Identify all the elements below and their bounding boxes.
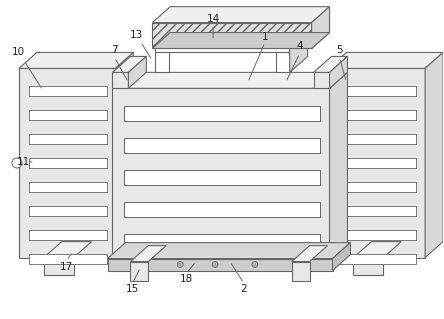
Text: 1: 1 — [262, 32, 268, 41]
Bar — [338, 254, 416, 263]
Polygon shape — [353, 257, 383, 276]
Polygon shape — [152, 7, 329, 23]
Polygon shape — [292, 246, 328, 262]
Bar — [124, 170, 320, 185]
Circle shape — [252, 262, 258, 268]
Text: 13: 13 — [130, 30, 143, 40]
Bar — [338, 158, 416, 168]
Bar — [124, 106, 320, 121]
Polygon shape — [44, 241, 91, 257]
Bar — [29, 158, 107, 168]
Polygon shape — [152, 23, 312, 48]
Text: 11: 11 — [17, 157, 31, 167]
Bar — [338, 230, 416, 240]
Bar — [124, 202, 320, 217]
Bar — [29, 134, 107, 144]
Polygon shape — [19, 68, 115, 257]
Bar — [338, 86, 416, 96]
Bar — [29, 182, 107, 192]
Polygon shape — [313, 72, 329, 88]
Circle shape — [212, 262, 218, 268]
Polygon shape — [292, 262, 309, 281]
Text: 5: 5 — [336, 46, 343, 56]
Polygon shape — [329, 68, 425, 257]
Polygon shape — [44, 257, 74, 276]
Bar — [29, 230, 107, 240]
Text: 4: 4 — [296, 41, 303, 51]
Bar — [155, 39, 289, 52]
Text: 15: 15 — [126, 285, 139, 294]
Polygon shape — [19, 52, 133, 68]
Polygon shape — [155, 23, 308, 39]
Bar — [124, 234, 320, 249]
Circle shape — [177, 262, 183, 268]
Polygon shape — [425, 52, 443, 257]
Bar — [338, 110, 416, 120]
Polygon shape — [329, 56, 348, 88]
Text: 7: 7 — [111, 46, 118, 56]
Polygon shape — [107, 259, 333, 271]
Polygon shape — [155, 41, 169, 72]
Bar — [29, 86, 107, 96]
Polygon shape — [155, 39, 289, 41]
Polygon shape — [112, 72, 128, 88]
Polygon shape — [131, 262, 148, 281]
Polygon shape — [112, 88, 329, 262]
Bar — [29, 206, 107, 216]
Polygon shape — [312, 7, 329, 48]
Text: 2: 2 — [241, 285, 247, 294]
Polygon shape — [289, 23, 308, 72]
Polygon shape — [112, 72, 348, 88]
Circle shape — [12, 158, 22, 168]
Polygon shape — [276, 41, 289, 72]
Bar — [29, 110, 107, 120]
Polygon shape — [152, 33, 329, 48]
Polygon shape — [313, 56, 348, 72]
Polygon shape — [115, 52, 133, 257]
Polygon shape — [107, 243, 350, 259]
Bar — [338, 206, 416, 216]
Bar — [29, 254, 107, 263]
Polygon shape — [329, 52, 443, 68]
Polygon shape — [131, 246, 166, 262]
Polygon shape — [333, 243, 350, 271]
Polygon shape — [353, 241, 401, 257]
Text: 17: 17 — [60, 262, 73, 271]
Text: 10: 10 — [12, 48, 24, 57]
Text: 18: 18 — [179, 274, 193, 285]
Polygon shape — [112, 56, 147, 72]
Text: 14: 14 — [206, 14, 220, 24]
Bar — [338, 134, 416, 144]
Polygon shape — [128, 56, 147, 88]
Polygon shape — [329, 72, 348, 262]
Bar — [338, 182, 416, 192]
Bar — [124, 138, 320, 153]
